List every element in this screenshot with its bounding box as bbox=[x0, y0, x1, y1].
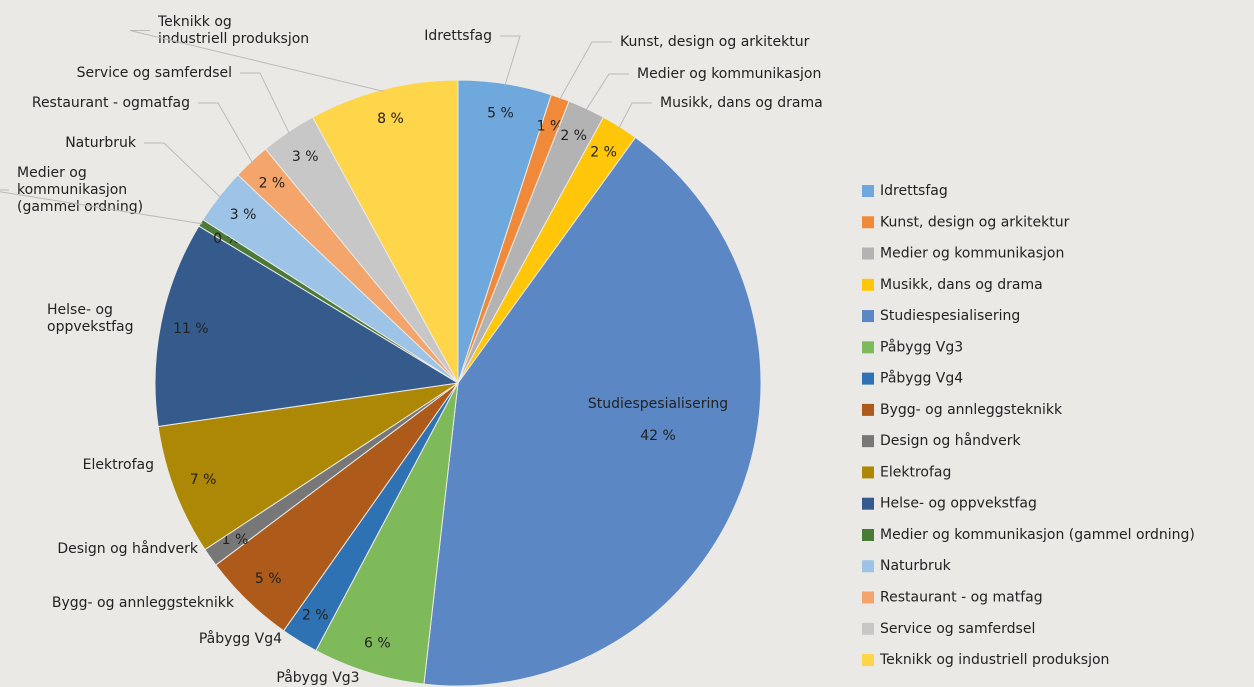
legend-label: Medier og kommunikasjon bbox=[880, 246, 1064, 262]
value-label: 11 % bbox=[173, 321, 209, 337]
legend-swatch bbox=[862, 185, 874, 197]
value-label: 2 % bbox=[560, 128, 587, 144]
legend-label: Naturbruk bbox=[880, 558, 952, 574]
pie-slice bbox=[423, 136, 762, 687]
legend-label: Kunst, design og arkitektur bbox=[880, 214, 1070, 230]
leader-line bbox=[618, 102, 652, 129]
leader-line bbox=[500, 35, 521, 86]
legend-swatch bbox=[862, 497, 874, 510]
slice-label: Naturbruk bbox=[65, 135, 137, 151]
legend-label: Medier og kommunikasjon (gammel ordning) bbox=[880, 527, 1195, 543]
slice-label: industriell produksjon bbox=[158, 31, 309, 47]
leader-line bbox=[198, 102, 254, 164]
legend-label: Elektrofag bbox=[880, 464, 951, 480]
legend-swatch bbox=[862, 466, 874, 479]
legend-swatch bbox=[862, 591, 874, 604]
legend-label: Design og håndverk bbox=[880, 432, 1022, 449]
legend-label: Restaurant - og matfag bbox=[880, 590, 1043, 606]
legend-swatch bbox=[862, 654, 874, 667]
slice-label: Medier og kommunikasjon bbox=[637, 66, 821, 82]
legend-swatch bbox=[862, 247, 874, 260]
legend-label: Bygg- og annleggsteknikk bbox=[880, 402, 1063, 418]
value-label: 8 % bbox=[377, 111, 404, 127]
value-label: 1 % bbox=[537, 118, 564, 134]
leader-line bbox=[129, 30, 384, 92]
slice-label: Design og håndverk bbox=[57, 540, 199, 557]
legend-swatch bbox=[862, 528, 874, 541]
value-label: 6 % bbox=[364, 635, 391, 651]
legend-label: Helse- og oppvekstfag bbox=[880, 496, 1037, 512]
slice-label: Idrettsfag bbox=[424, 28, 492, 44]
legend-swatch bbox=[862, 341, 874, 354]
leader-line bbox=[585, 73, 629, 111]
pie-slice bbox=[154, 225, 460, 428]
value-label: 5 % bbox=[255, 571, 282, 587]
leader-line bbox=[0, 189, 203, 225]
slice-label: Påbygg Vg4 bbox=[199, 630, 282, 647]
value-label: 42 % bbox=[640, 428, 676, 444]
legend-swatch bbox=[862, 310, 874, 323]
legend-swatch bbox=[862, 216, 874, 229]
legend-swatch bbox=[862, 622, 874, 635]
value-label: 3 % bbox=[230, 207, 257, 223]
pie-slice bbox=[311, 79, 459, 384]
legend-label: Musikk, dans og drama bbox=[880, 277, 1043, 293]
legend-label: Påbygg Vg3 bbox=[880, 338, 963, 355]
slice-label: Service og samferdsel bbox=[77, 65, 232, 81]
slice-label: kommunikasjon bbox=[17, 182, 127, 198]
pie-slice bbox=[157, 382, 459, 551]
slice-label: Helse- og bbox=[47, 302, 113, 318]
slice-label: Restaurant - ogmatfag bbox=[32, 95, 190, 111]
slice-label: Medier og bbox=[17, 165, 87, 181]
legend-swatch bbox=[862, 403, 874, 416]
value-label: 3 % bbox=[292, 149, 319, 165]
value-label: 5 % bbox=[487, 106, 514, 122]
slice-label: (gammel ordning) bbox=[17, 199, 143, 215]
leader-line bbox=[559, 41, 612, 100]
slice-label: Teknikk og bbox=[157, 14, 232, 30]
legend-swatch bbox=[862, 560, 874, 573]
legend-swatch bbox=[862, 278, 874, 291]
legend-swatch bbox=[862, 435, 874, 448]
legend-label: Service og samferdsel bbox=[880, 621, 1035, 637]
slice-label: Musikk, dans og drama bbox=[660, 95, 823, 111]
slice-label: Kunst, design og arkitektur bbox=[620, 34, 810, 50]
slice-label: Studiespesialisering bbox=[588, 396, 728, 412]
legend-swatch bbox=[862, 372, 874, 385]
legend-label: Påbygg Vg4 bbox=[880, 370, 963, 387]
legend-label: Idrettsfag bbox=[880, 183, 948, 199]
value-label: 2 % bbox=[259, 176, 286, 192]
value-label: 7 % bbox=[190, 472, 217, 488]
slice-label: oppvekstfag bbox=[47, 319, 134, 335]
leader-line bbox=[240, 72, 290, 134]
value-label: 2 % bbox=[590, 144, 617, 160]
slice-label: Påbygg Vg3 bbox=[276, 669, 359, 686]
leader-line bbox=[144, 142, 222, 199]
legend-label: Studiespesialisering bbox=[880, 308, 1020, 324]
legend-label: Teknikk og industriell produksjon bbox=[879, 652, 1109, 668]
value-label: 1 % bbox=[222, 532, 249, 548]
slice-label: Elektrofag bbox=[83, 457, 154, 473]
slice-label: Bygg- og annleggsteknikk bbox=[52, 595, 235, 611]
value-label: 2 % bbox=[302, 607, 329, 623]
